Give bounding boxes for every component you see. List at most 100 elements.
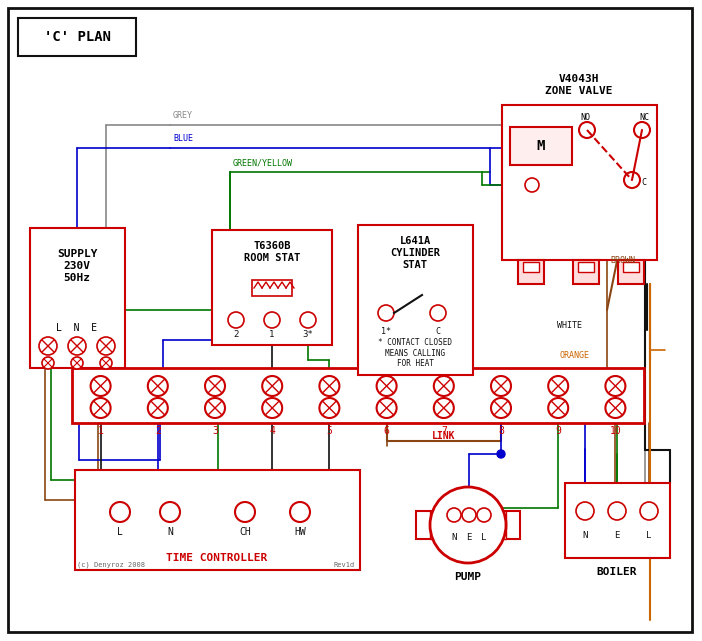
Text: Rev1d: Rev1d xyxy=(333,562,355,568)
Bar xyxy=(573,260,599,284)
Text: SUPPLY
230V
50Hz: SUPPLY 230V 50Hz xyxy=(57,249,98,283)
Text: 2: 2 xyxy=(155,426,161,436)
Text: BOILER: BOILER xyxy=(597,567,637,577)
Circle shape xyxy=(205,376,225,396)
Circle shape xyxy=(263,376,282,396)
Text: 4: 4 xyxy=(270,426,275,436)
Text: 10: 10 xyxy=(609,426,621,436)
Text: ORANGE: ORANGE xyxy=(560,351,590,360)
Circle shape xyxy=(624,172,640,188)
Circle shape xyxy=(576,502,594,520)
Circle shape xyxy=(477,508,491,522)
Text: L: L xyxy=(482,533,486,542)
Circle shape xyxy=(290,502,310,522)
Circle shape xyxy=(548,398,568,418)
Bar xyxy=(30,228,125,368)
Circle shape xyxy=(605,376,625,396)
Text: 8: 8 xyxy=(498,426,504,436)
Bar xyxy=(578,262,594,272)
Text: LINK: LINK xyxy=(432,431,456,441)
Text: PUMP: PUMP xyxy=(454,572,482,582)
Circle shape xyxy=(97,337,115,355)
Text: * CONTACT CLOSED
MEANS CALLING
FOR HEAT: * CONTACT CLOSED MEANS CALLING FOR HEAT xyxy=(378,338,452,368)
Text: N: N xyxy=(451,533,457,542)
Bar xyxy=(518,260,544,284)
Circle shape xyxy=(376,398,397,418)
Text: GREY: GREY xyxy=(173,111,193,120)
Bar xyxy=(523,262,539,272)
Text: V4043H
ZONE VALVE: V4043H ZONE VALVE xyxy=(545,74,613,96)
Text: E: E xyxy=(614,531,620,540)
Bar xyxy=(510,127,572,165)
Text: CH: CH xyxy=(239,527,251,537)
Text: HW: HW xyxy=(294,527,306,537)
Circle shape xyxy=(148,398,168,418)
Bar xyxy=(18,18,136,56)
Text: M: M xyxy=(537,139,545,153)
Text: 9: 9 xyxy=(555,426,561,436)
Text: 'C' PLAN: 'C' PLAN xyxy=(44,30,110,44)
Circle shape xyxy=(434,376,453,396)
Circle shape xyxy=(608,502,626,520)
Circle shape xyxy=(640,502,658,520)
Circle shape xyxy=(110,502,130,522)
Text: C: C xyxy=(642,178,647,187)
Circle shape xyxy=(430,487,506,563)
Text: GREEN/YELLOW: GREEN/YELLOW xyxy=(233,158,293,167)
Circle shape xyxy=(160,502,180,522)
Bar xyxy=(252,280,292,296)
Circle shape xyxy=(319,398,339,418)
Circle shape xyxy=(447,508,461,522)
Text: (c) Denyroz 2008: (c) Denyroz 2008 xyxy=(77,562,145,568)
Text: 1: 1 xyxy=(270,329,274,338)
Circle shape xyxy=(42,357,54,369)
Bar xyxy=(565,483,670,558)
Text: 3: 3 xyxy=(212,426,218,436)
Text: BLUE: BLUE xyxy=(173,134,193,143)
Text: C: C xyxy=(435,326,440,335)
Circle shape xyxy=(491,398,511,418)
Text: E: E xyxy=(466,533,472,542)
Circle shape xyxy=(434,398,453,418)
Bar xyxy=(492,511,506,539)
Circle shape xyxy=(100,357,112,369)
Text: NC: NC xyxy=(639,113,649,122)
Text: 1*: 1* xyxy=(381,326,391,335)
Text: T6360B
ROOM STAT: T6360B ROOM STAT xyxy=(244,241,300,263)
Text: 7: 7 xyxy=(441,426,446,436)
Circle shape xyxy=(430,305,446,321)
Text: NO: NO xyxy=(580,113,590,122)
Bar xyxy=(212,230,332,345)
Circle shape xyxy=(228,312,244,328)
Circle shape xyxy=(634,122,650,138)
Circle shape xyxy=(376,376,397,396)
Circle shape xyxy=(91,376,111,396)
Bar xyxy=(502,105,657,260)
Text: 6: 6 xyxy=(384,426,390,436)
Bar xyxy=(358,225,473,375)
Bar xyxy=(416,511,432,539)
Text: TIME CONTROLLER: TIME CONTROLLER xyxy=(166,553,267,563)
Bar xyxy=(75,470,360,570)
Circle shape xyxy=(68,337,86,355)
Bar xyxy=(504,511,520,539)
Text: 3*: 3* xyxy=(303,329,313,338)
Circle shape xyxy=(579,122,595,138)
Text: N: N xyxy=(167,527,173,537)
Text: L: L xyxy=(647,531,651,540)
Circle shape xyxy=(525,178,539,192)
Bar xyxy=(430,511,444,539)
Circle shape xyxy=(462,508,476,522)
Text: 2: 2 xyxy=(233,329,239,338)
Circle shape xyxy=(264,312,280,328)
Text: L  N  E: L N E xyxy=(56,323,98,333)
Circle shape xyxy=(39,337,57,355)
Bar xyxy=(618,260,644,284)
Circle shape xyxy=(605,398,625,418)
Circle shape xyxy=(71,357,83,369)
Text: WHITE: WHITE xyxy=(557,320,582,329)
Circle shape xyxy=(491,376,511,396)
Circle shape xyxy=(378,305,394,321)
Circle shape xyxy=(148,376,168,396)
Circle shape xyxy=(548,376,568,396)
